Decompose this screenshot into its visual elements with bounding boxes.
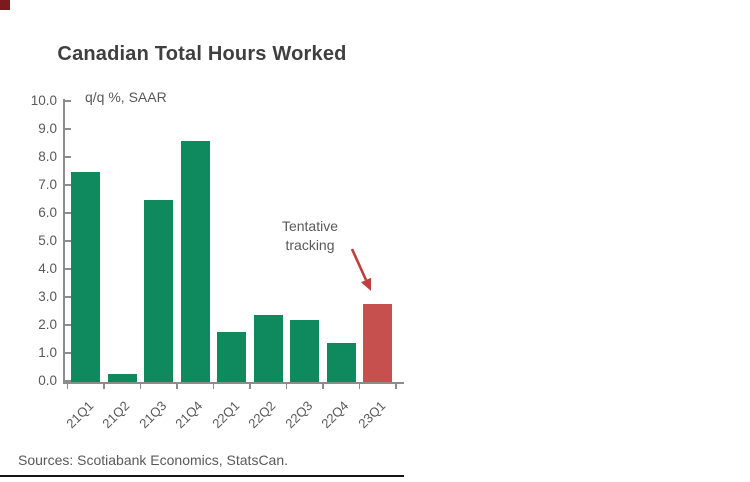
bar-22Q4 [326,342,356,382]
x-axis-line [63,382,404,384]
x-tick-mark-2 [139,383,142,389]
x-label-21Q1: 21Q1 [63,398,97,432]
y-tick-mark-1.0 [65,352,71,354]
x-label-21Q3: 21Q3 [136,398,170,432]
annotation-label: Tentative tracking [260,217,360,255]
bar-21Q1 [71,172,101,382]
y-tick-label-2.0: 2.0 [38,317,57,332]
chart-title: Canadian Total Hours Worked [57,43,347,65]
x-tick-mark-5 [249,383,251,389]
annotation-line-1: Tentative [281,218,339,234]
y-tick-mark-6.0 [65,212,71,214]
bar-22Q3 [290,320,320,382]
y-tick-mark-3.0 [65,296,71,298]
y-tick-mark-4.0 [65,268,71,270]
y-axis-line [63,99,65,383]
y-tick-label-1.0: 1.0 [38,345,57,360]
x-tick-mark-7 [322,383,324,389]
annotation-line-2: tracking [285,237,335,253]
bar-23Q1 [363,303,393,382]
y-tick-label-8.0: 8.0 [38,149,57,164]
y-tick-label-5.0: 5.0 [38,233,57,248]
x-tick-mark-9 [395,383,397,389]
x-tick-mark-4 [212,383,215,389]
y-tick-mark-7.0 [65,184,71,186]
bar-21Q2 [107,373,137,382]
y-tick-mark-2.0 [65,324,71,326]
x-tick-mark-6 [285,383,288,389]
x-label-21Q2: 21Q2 [99,398,133,432]
y-tick-mark-9.0 [65,128,71,130]
x-label-23Q1: 23Q1 [355,398,389,432]
source-note: Sources: Scotiabank Economics, StatsCan. [18,452,289,468]
chart-card: Canadian Total Hours Worked q/q %, SAAR … [0,32,404,477]
bar-22Q1 [217,331,247,382]
x-tick-mark-8 [358,383,361,389]
bar-21Q4 [180,141,210,382]
y-tick-label-6.0: 6.0 [38,205,57,220]
y-tick-mark-10.0 [65,100,71,102]
x-label-22Q2: 22Q2 [245,398,279,432]
x-tick-mark-3 [176,383,178,389]
y-tick-mark-0.0 [65,380,71,382]
y-tick-mark-8.0 [65,156,71,158]
y-axis-caption: q/q %, SAAR [85,89,167,105]
x-label-22Q4: 22Q4 [318,398,352,432]
y-tick-label-10.0: 10.0 [30,93,57,108]
x-tick-mark-1 [103,383,105,389]
x-label-21Q4: 21Q4 [172,398,206,432]
brand-corner-square [0,0,10,10]
y-tick-label-7.0: 7.0 [38,177,57,192]
y-tick-label-4.0: 4.0 [38,261,57,276]
bar-22Q2 [253,314,283,382]
x-label-22Q3: 22Q3 [282,398,316,432]
bar-21Q3 [144,200,174,382]
x-tick-mark-0 [66,383,69,389]
y-tick-mark-5.0 [65,240,71,242]
y-tick-label-0.0: 0.0 [38,373,57,388]
x-label-22Q1: 22Q1 [209,398,243,432]
y-tick-label-9.0: 9.0 [38,121,57,136]
y-tick-label-3.0: 3.0 [38,289,57,304]
